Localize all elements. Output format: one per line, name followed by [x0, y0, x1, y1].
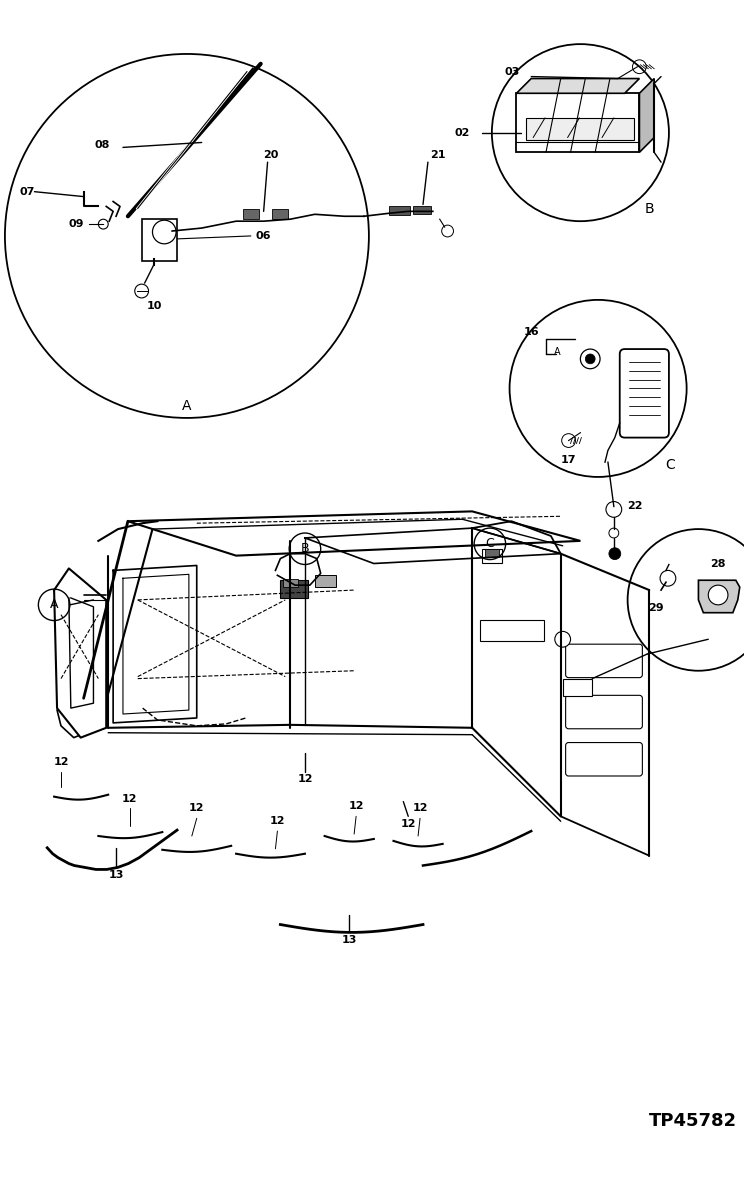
Text: 06: 06	[256, 231, 271, 241]
Text: 12: 12	[189, 804, 204, 813]
Text: 13: 13	[108, 870, 124, 880]
Bar	[389, 207, 411, 215]
Text: 09: 09	[69, 219, 85, 229]
Text: B: B	[301, 542, 309, 555]
Text: A: A	[554, 347, 560, 357]
Text: B: B	[645, 202, 654, 216]
Bar	[480, 619, 544, 641]
Circle shape	[581, 350, 600, 369]
Text: 07: 07	[20, 187, 35, 196]
Text: 08: 08	[94, 140, 110, 151]
Text: 20: 20	[263, 150, 278, 161]
Text: 12: 12	[53, 757, 69, 767]
Text: 12: 12	[412, 804, 428, 813]
Text: 29: 29	[649, 603, 664, 612]
Text: C: C	[665, 458, 675, 472]
Text: 17: 17	[561, 455, 576, 465]
Bar	[482, 549, 502, 562]
Text: 16: 16	[523, 327, 539, 338]
Text: 02: 02	[455, 127, 470, 138]
Circle shape	[609, 548, 621, 560]
Circle shape	[585, 354, 595, 364]
Text: TP45782: TP45782	[649, 1112, 737, 1131]
Text: 12: 12	[270, 816, 285, 826]
Bar	[414, 207, 431, 214]
Bar	[485, 549, 499, 556]
FancyBboxPatch shape	[620, 350, 669, 438]
Polygon shape	[516, 78, 640, 93]
Polygon shape	[128, 511, 581, 555]
Bar	[284, 579, 298, 587]
Text: 13: 13	[342, 936, 357, 945]
Text: 12: 12	[349, 801, 364, 811]
Bar	[314, 575, 336, 587]
Text: 12: 12	[401, 819, 416, 829]
Text: 12: 12	[297, 774, 313, 784]
Text: 10: 10	[147, 301, 162, 310]
Bar	[562, 679, 592, 697]
Bar	[280, 580, 308, 598]
Bar	[272, 209, 288, 219]
Text: 12: 12	[122, 793, 138, 804]
Bar	[141, 219, 177, 260]
Polygon shape	[640, 78, 654, 152]
Text: C: C	[485, 537, 494, 551]
Polygon shape	[516, 93, 640, 152]
Polygon shape	[699, 580, 740, 612]
Text: 21: 21	[430, 150, 445, 161]
Circle shape	[555, 631, 571, 647]
Bar	[243, 209, 259, 219]
Text: 03: 03	[504, 67, 519, 76]
Polygon shape	[526, 118, 634, 139]
Circle shape	[708, 585, 728, 605]
Text: 28: 28	[711, 559, 726, 568]
Text: 22: 22	[627, 502, 643, 511]
Text: A: A	[50, 598, 58, 611]
Text: A: A	[182, 400, 192, 413]
